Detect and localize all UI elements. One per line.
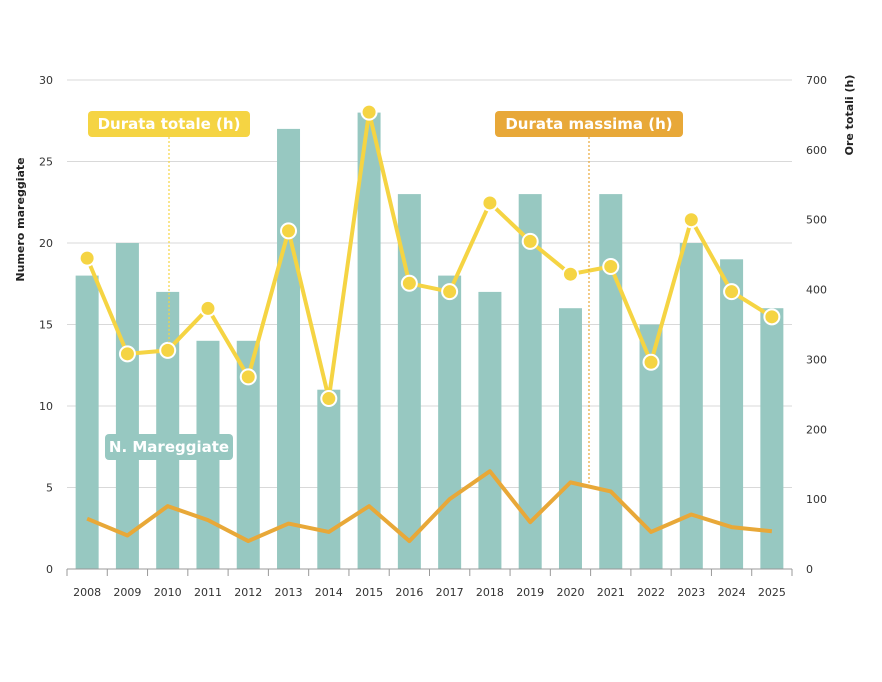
- bar: [760, 308, 784, 569]
- point-durata-totale: [400, 274, 418, 292]
- point-durata-totale: [521, 232, 539, 250]
- point-durata-totale: [602, 258, 620, 276]
- bar: [236, 340, 260, 569]
- bar: [357, 112, 381, 569]
- x-tick-label: 2016: [395, 586, 423, 599]
- point-durata-totale: [280, 222, 298, 240]
- x-tick-label: 2014: [315, 586, 343, 599]
- line-durata-totale: [85, 110, 773, 401]
- x-tick-label: 2019: [516, 586, 544, 599]
- x-tick-label: 2009: [113, 586, 141, 599]
- bar: [438, 275, 462, 569]
- grid: [67, 79, 792, 570]
- bar: [115, 243, 139, 569]
- x-tick-label: 2011: [194, 586, 222, 599]
- bar: [679, 243, 703, 569]
- bar: [599, 194, 623, 569]
- y-right-tick-label: 600: [806, 144, 827, 157]
- y-left-tick-label: 30: [39, 74, 53, 87]
- bar: [277, 128, 301, 569]
- point-durata-totale: [481, 194, 499, 212]
- bar: [558, 308, 582, 569]
- legend-durata-totale-box: [88, 111, 250, 137]
- y-right-tick-label: 500: [806, 214, 827, 227]
- bar: [518, 194, 542, 569]
- x-tick-label: 2020: [556, 586, 584, 599]
- point-durata-totale: [78, 249, 96, 267]
- x-tick-label: 2012: [234, 586, 262, 599]
- y-left-axis-title: Numero mareggiate: [14, 157, 27, 281]
- y-left-tick-label: 25: [39, 156, 53, 169]
- point-durata-totale: [199, 299, 217, 317]
- x-tick-label: 2018: [476, 586, 504, 599]
- legend-n-mareggiate-label: N. Mareggiate: [109, 438, 229, 456]
- point-durata-totale: [320, 390, 338, 408]
- x-tick-label: 2010: [154, 586, 182, 599]
- x-tick-label: 2022: [637, 586, 665, 599]
- point-durata-totale: [561, 265, 579, 283]
- lines: [78, 103, 781, 544]
- point-durata-totale: [441, 283, 459, 301]
- y-left-tick-label: 20: [39, 237, 53, 250]
- y-right-tick-label: 700: [806, 74, 827, 87]
- x-tick-label: 2025: [758, 586, 786, 599]
- y-left-tick-label: 5: [46, 482, 53, 495]
- x-tick-label: 2008: [73, 586, 101, 599]
- bar: [720, 259, 744, 569]
- line-durata-massima: [86, 469, 773, 544]
- point-durata-totale: [763, 308, 781, 326]
- y-right-tick-label: 400: [806, 284, 827, 297]
- y-right-tick-label: 300: [806, 353, 827, 366]
- y-left-tick-label: 15: [39, 319, 53, 332]
- point-durata-totale: [118, 345, 136, 363]
- point-durata-totale: [642, 353, 660, 371]
- y-left-tick-label: 10: [39, 400, 53, 413]
- point-durata-totale: [159, 341, 177, 359]
- x-tick-label: 2015: [355, 586, 383, 599]
- y-left-tick-label: 0: [46, 563, 53, 576]
- x-tick-label: 2017: [436, 586, 464, 599]
- bar: [478, 291, 502, 569]
- y-right-tick-label: 100: [806, 493, 827, 506]
- point-durata-totale: [723, 283, 741, 301]
- bar: [317, 389, 341, 569]
- bar: [75, 275, 99, 569]
- x-tick-label: 2024: [718, 586, 746, 599]
- x-tick-label: 2013: [275, 586, 303, 599]
- labels: Durata totale (h) Durata massima (h) N. Ma…: [88, 111, 683, 488]
- x-tick-label: 2021: [597, 586, 625, 599]
- point-durata-totale: [360, 103, 378, 121]
- bars: [75, 112, 784, 569]
- x-tick-label: 2023: [677, 586, 705, 599]
- bar: [156, 291, 180, 569]
- legend-durata-totale-label: Durata totale (h): [98, 115, 241, 133]
- point-durata-totale: [682, 211, 700, 229]
- legend-durata-massima-box: [495, 111, 683, 137]
- y-right-tick-label: 200: [806, 423, 827, 436]
- y-right-tick-label: 0: [806, 563, 813, 576]
- bar: [639, 324, 663, 569]
- legend-durata-massima-label: Durata massima (h): [505, 115, 672, 133]
- y-right-axis-title: Ore totali (h): [843, 75, 856, 156]
- point-durata-totale: [239, 368, 257, 386]
- legend-n-mareggiate-box: [105, 434, 233, 460]
